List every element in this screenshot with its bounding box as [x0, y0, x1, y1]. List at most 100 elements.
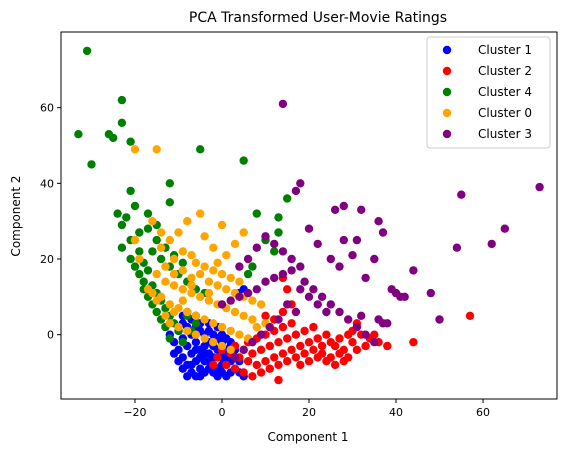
- data-point: [252, 209, 261, 218]
- data-point: [239, 345, 248, 354]
- data-point: [265, 341, 274, 351]
- data-point: [152, 235, 161, 245]
- data-point: [487, 239, 496, 249]
- data-point: [165, 235, 174, 245]
- data-point: [169, 269, 179, 279]
- data-point: [135, 247, 144, 256]
- data-point: [217, 322, 227, 332]
- data-point: [300, 326, 309, 336]
- data-point: [296, 360, 305, 370]
- legend-marker: [442, 87, 452, 97]
- data-point: [209, 319, 218, 328]
- data-point: [209, 360, 218, 370]
- data-point: [335, 334, 344, 343]
- data-point: [374, 217, 383, 226]
- data-point: [126, 254, 135, 264]
- data-point: [252, 360, 261, 370]
- data-point: [283, 194, 292, 203]
- data-point: [209, 243, 218, 252]
- data-point: [117, 220, 127, 230]
- data-point: [130, 201, 140, 211]
- data-point: [287, 254, 296, 264]
- data-point: [217, 300, 227, 309]
- data-point: [130, 235, 140, 245]
- data-point: [235, 292, 244, 301]
- data-point: [313, 239, 322, 249]
- data-point: [239, 311, 248, 320]
- data-point: [222, 285, 231, 294]
- data-point: [130, 262, 140, 271]
- series-cluster-3: [217, 99, 544, 362]
- data-point: [187, 360, 196, 370]
- data-point: [252, 285, 261, 294]
- data-point: [152, 296, 161, 305]
- data-point: [196, 364, 205, 373]
- data-point: [248, 296, 257, 305]
- data-point: [274, 338, 283, 347]
- data-point: [200, 262, 209, 271]
- data-point: [161, 262, 170, 271]
- data-point: [191, 330, 201, 339]
- data-point: [169, 349, 179, 358]
- data-point: [291, 353, 301, 362]
- data-point: [330, 341, 340, 351]
- data-point: [139, 277, 148, 286]
- data-point: [352, 235, 362, 245]
- data-point: [452, 243, 462, 252]
- data-point: [344, 315, 353, 324]
- data-point: [152, 145, 161, 154]
- data-point: [235, 262, 244, 271]
- y-tick-label: 60: [40, 102, 54, 115]
- data-point: [169, 281, 179, 290]
- data-point: [243, 357, 253, 366]
- legend-label: Cluster 3: [478, 127, 532, 141]
- x-tick-label: 40: [389, 406, 403, 419]
- data-point: [409, 338, 418, 347]
- data-point: [370, 330, 379, 339]
- data-point: [457, 190, 466, 199]
- data-point: [183, 307, 192, 317]
- data-point: [156, 243, 166, 252]
- y-tick-label: 20: [40, 253, 54, 266]
- data-point: [187, 281, 196, 290]
- data-point: [261, 357, 270, 366]
- data-point: [352, 322, 362, 332]
- data-point: [291, 330, 301, 339]
- legend: Cluster 1 Cluster 2 Cluster 4 Cluster 0 Clus…: [426, 36, 551, 149]
- data-point: [243, 269, 253, 279]
- data-point: [174, 357, 183, 366]
- data-point: [235, 330, 244, 339]
- data-point: [196, 145, 205, 154]
- data-point: [213, 372, 222, 381]
- data-point: [296, 262, 305, 271]
- data-point: [287, 345, 296, 354]
- data-point: [370, 254, 379, 264]
- data-point: [256, 368, 266, 377]
- chart-title: PCA Transformed User-Movie Ratings: [189, 10, 447, 26]
- data-point: [126, 186, 135, 196]
- data-point: [396, 292, 405, 301]
- data-point: [278, 322, 288, 332]
- data-point: [374, 315, 383, 324]
- y-axis-label: Component 2: [9, 175, 23, 256]
- data-point: [117, 118, 127, 128]
- data-point: [248, 315, 257, 324]
- data-point: [535, 182, 544, 192]
- data-point: [239, 368, 248, 377]
- data-point: [226, 273, 235, 283]
- data-point: [130, 145, 140, 154]
- data-point: [217, 220, 227, 230]
- data-point: [169, 254, 179, 264]
- data-point: [213, 258, 222, 267]
- data-point: [330, 205, 340, 214]
- data-point: [191, 319, 201, 328]
- data-point: [296, 285, 305, 294]
- data-point: [178, 296, 187, 305]
- data-point: [187, 273, 196, 283]
- data-point: [270, 247, 279, 256]
- data-point: [278, 99, 288, 109]
- data-point: [200, 315, 209, 324]
- data-point: [335, 307, 344, 317]
- legend-marker: [442, 129, 452, 139]
